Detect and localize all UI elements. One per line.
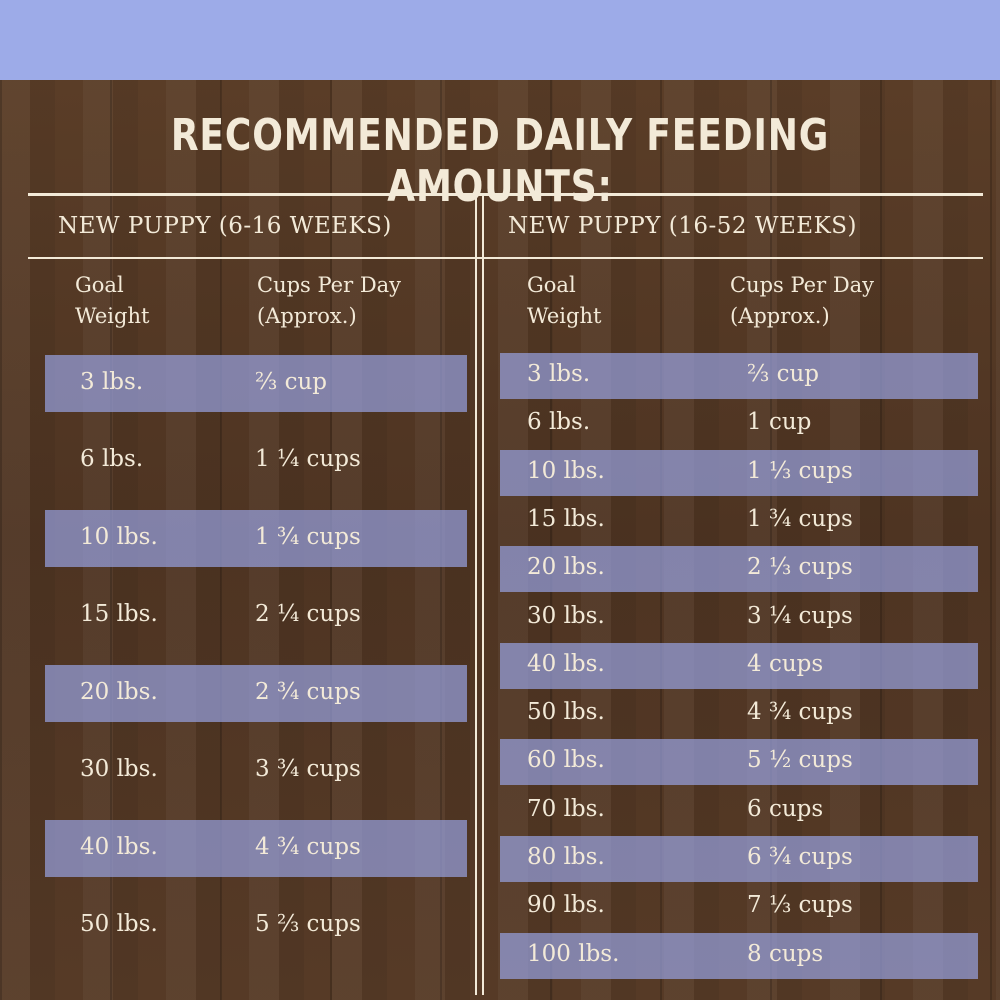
column-header: Cups Per Day (Approx.) (257, 273, 402, 328)
cups-cell: 2 ¾ cups (255, 678, 361, 705)
header-band (0, 0, 1000, 80)
cups-cell: 1 ¼ cups (255, 446, 361, 472)
cups-cell: 8 cups (747, 940, 824, 967)
divider (482, 195, 484, 995)
cups-cell: 3 ¾ cups (255, 756, 361, 782)
row-highlight (500, 739, 978, 786)
cups-cell: 2 ¼ cups (255, 601, 361, 627)
row-highlight (500, 449, 978, 496)
weight-cell: 90 lbs. (527, 892, 605, 919)
weight-cell: 20 lbs. (80, 678, 158, 705)
cups-cell: 6 cups (747, 795, 824, 822)
weight-cell: 10 lbs. (527, 457, 605, 484)
divider (475, 195, 477, 995)
weight-cell: 6 lbs. (80, 446, 144, 472)
cups-cell: 5 ⅔ cups (255, 911, 361, 937)
weight-cell: 80 lbs. (527, 844, 605, 870)
cups-cell: 1 cup (747, 409, 812, 436)
weight-cell: 6 lbs. (527, 409, 591, 436)
cups-cell: 1 ⅓ cups (747, 457, 853, 484)
cups-cell: ⅔ cup (747, 361, 820, 387)
row-highlight (45, 820, 467, 877)
row-highlight (500, 836, 978, 882)
weight-cell: 60 lbs. (527, 747, 605, 774)
row-highlight (45, 665, 467, 722)
weight-cell: 40 lbs. (80, 833, 158, 860)
row-highlight (500, 642, 978, 689)
cups-cell: 6 ¾ cups (747, 844, 853, 870)
row-highlight (45, 355, 467, 412)
table-heading: NEW PUPPY (6-16 WEEKS) (58, 213, 392, 239)
row-highlight (45, 510, 467, 567)
table-heading: NEW PUPPY (16-52 WEEKS) (508, 213, 857, 239)
weight-cell: 100 lbs. (527, 940, 620, 967)
cups-cell: 2 ⅓ cups (747, 554, 853, 581)
title: RECOMMENDED DAILY FEEDING AMOUNTS: (170, 110, 830, 212)
rule (28, 257, 983, 259)
rule (28, 193, 983, 196)
column-header: Cups Per Day (Approx.) (730, 273, 875, 328)
weight-cell: 3 lbs. (80, 368, 144, 395)
column-header: Goal Weight (527, 273, 602, 328)
weight-cell: 30 lbs. (80, 756, 158, 782)
weight-cell: 15 lbs. (80, 601, 158, 627)
cups-cell: ⅔ cup (255, 368, 328, 395)
cups-cell: 1 ¾ cups (747, 505, 853, 532)
weight-cell: 30 lbs. (527, 602, 605, 629)
weight-cell: 40 lbs. (527, 650, 605, 677)
weight-cell: 15 lbs. (527, 505, 605, 532)
weight-cell: 20 lbs. (527, 554, 605, 581)
weight-cell: 3 lbs. (527, 361, 591, 387)
row-highlight (500, 546, 978, 593)
weight-cell: 10 lbs. (80, 523, 158, 550)
row-highlight (500, 932, 978, 979)
weight-cell: 50 lbs. (527, 699, 605, 726)
column-header: Goal Weight (75, 273, 150, 328)
cups-cell: 1 ¾ cups (255, 523, 361, 550)
weight-cell: 70 lbs. (527, 795, 605, 822)
cups-cell: 4 ¾ cups (255, 833, 361, 860)
cups-cell: 4 cups (747, 650, 824, 677)
weight-cell: 50 lbs. (80, 911, 158, 937)
cups-cell: 4 ¾ cups (747, 699, 853, 726)
cups-cell: 5 ½ cups (747, 747, 853, 774)
row-highlight (500, 353, 978, 399)
cups-cell: 3 ¼ cups (747, 602, 853, 629)
cups-cell: 7 ⅓ cups (747, 892, 853, 919)
